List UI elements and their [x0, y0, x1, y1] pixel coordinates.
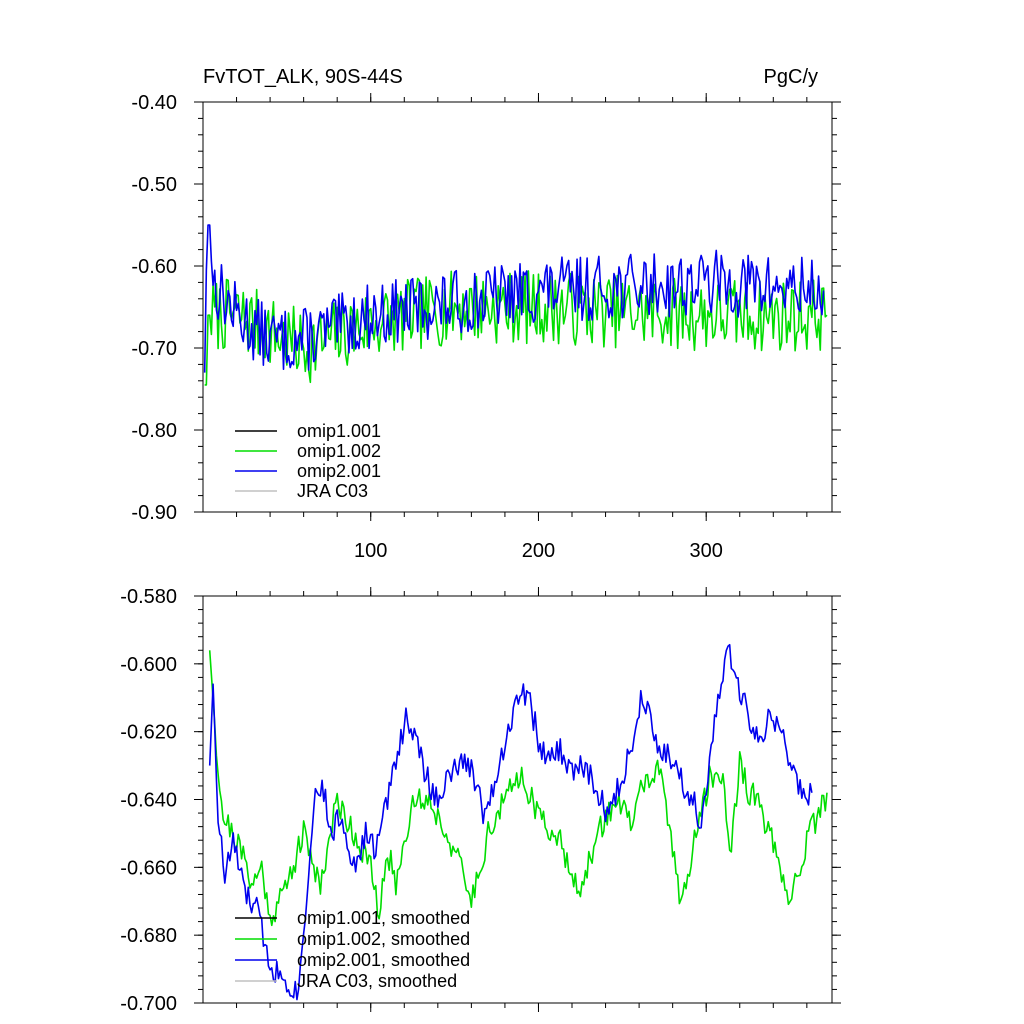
ytick-label: -0.700 [120, 993, 177, 1015]
ytick-label: -0.680 [120, 925, 177, 947]
ytick-label: -0.60 [131, 256, 177, 278]
legend-label: omip1.002 [297, 441, 381, 461]
bottom-axis-ticks: -0.700 -0.680 -0.660 -0.640 -0.620 -0.600 -0.5… [120, 586, 841, 1015]
ytick-label: -0.640 [120, 790, 177, 812]
ytick-label: -0.70 [131, 338, 177, 360]
top-panel: FvTOT_ALK, 90S-44S PgC/y -0.90 -0.80 -0.70… [131, 66, 841, 562]
bottom-panel: -0.700 -0.680 -0.660 -0.640 -0.620 -0.600 -0.5… [120, 586, 841, 1015]
legend-label: JRA C03, smoothed [297, 971, 457, 991]
legend-label: omip1.002, smoothed [297, 929, 470, 949]
top-plot-frame [202, 101, 833, 513]
top-series-lines [203, 224, 828, 386]
ytick-label: -0.660 [120, 857, 177, 879]
legend-label: JRA C03 [297, 481, 368, 501]
bottom-plot-frame [202, 595, 833, 1004]
ytick-label: -0.580 [120, 586, 177, 608]
legend-label: omip1.001, smoothed [297, 908, 470, 928]
legend-label: omip2.001, smoothed [297, 950, 470, 970]
ytick-label: -0.90 [131, 502, 177, 524]
series-line-omip2-001 [203, 224, 825, 373]
series-line-omip2-001-smoothed [208, 643, 813, 1001]
ytick-label: -0.600 [120, 654, 177, 676]
ytick-label: -0.80 [131, 420, 177, 442]
bottom-series-lines [208, 643, 828, 1001]
legend-label: omip1.001 [297, 421, 381, 441]
top-axis-ticks: -0.90 -0.80 -0.70 -0.60 -0.50 -0.40 100 200 300 [131, 92, 841, 562]
xtick-label: 200 [522, 540, 555, 562]
top-chart-units: PgC/y [764, 66, 818, 88]
series-line-omip1-002-smoothed [208, 650, 828, 927]
legend-label: omip2.001 [297, 461, 381, 481]
ytick-label: -0.620 [120, 722, 177, 744]
top-chart-title: FvTOT_ALK, 90S-44S [203, 66, 403, 88]
ytick-label: -0.50 [131, 174, 177, 196]
series-line-omip1-002 [204, 270, 828, 386]
ytick-label: -0.40 [131, 92, 177, 114]
xtick-label: 100 [354, 540, 387, 562]
xtick-label: 300 [690, 540, 723, 562]
